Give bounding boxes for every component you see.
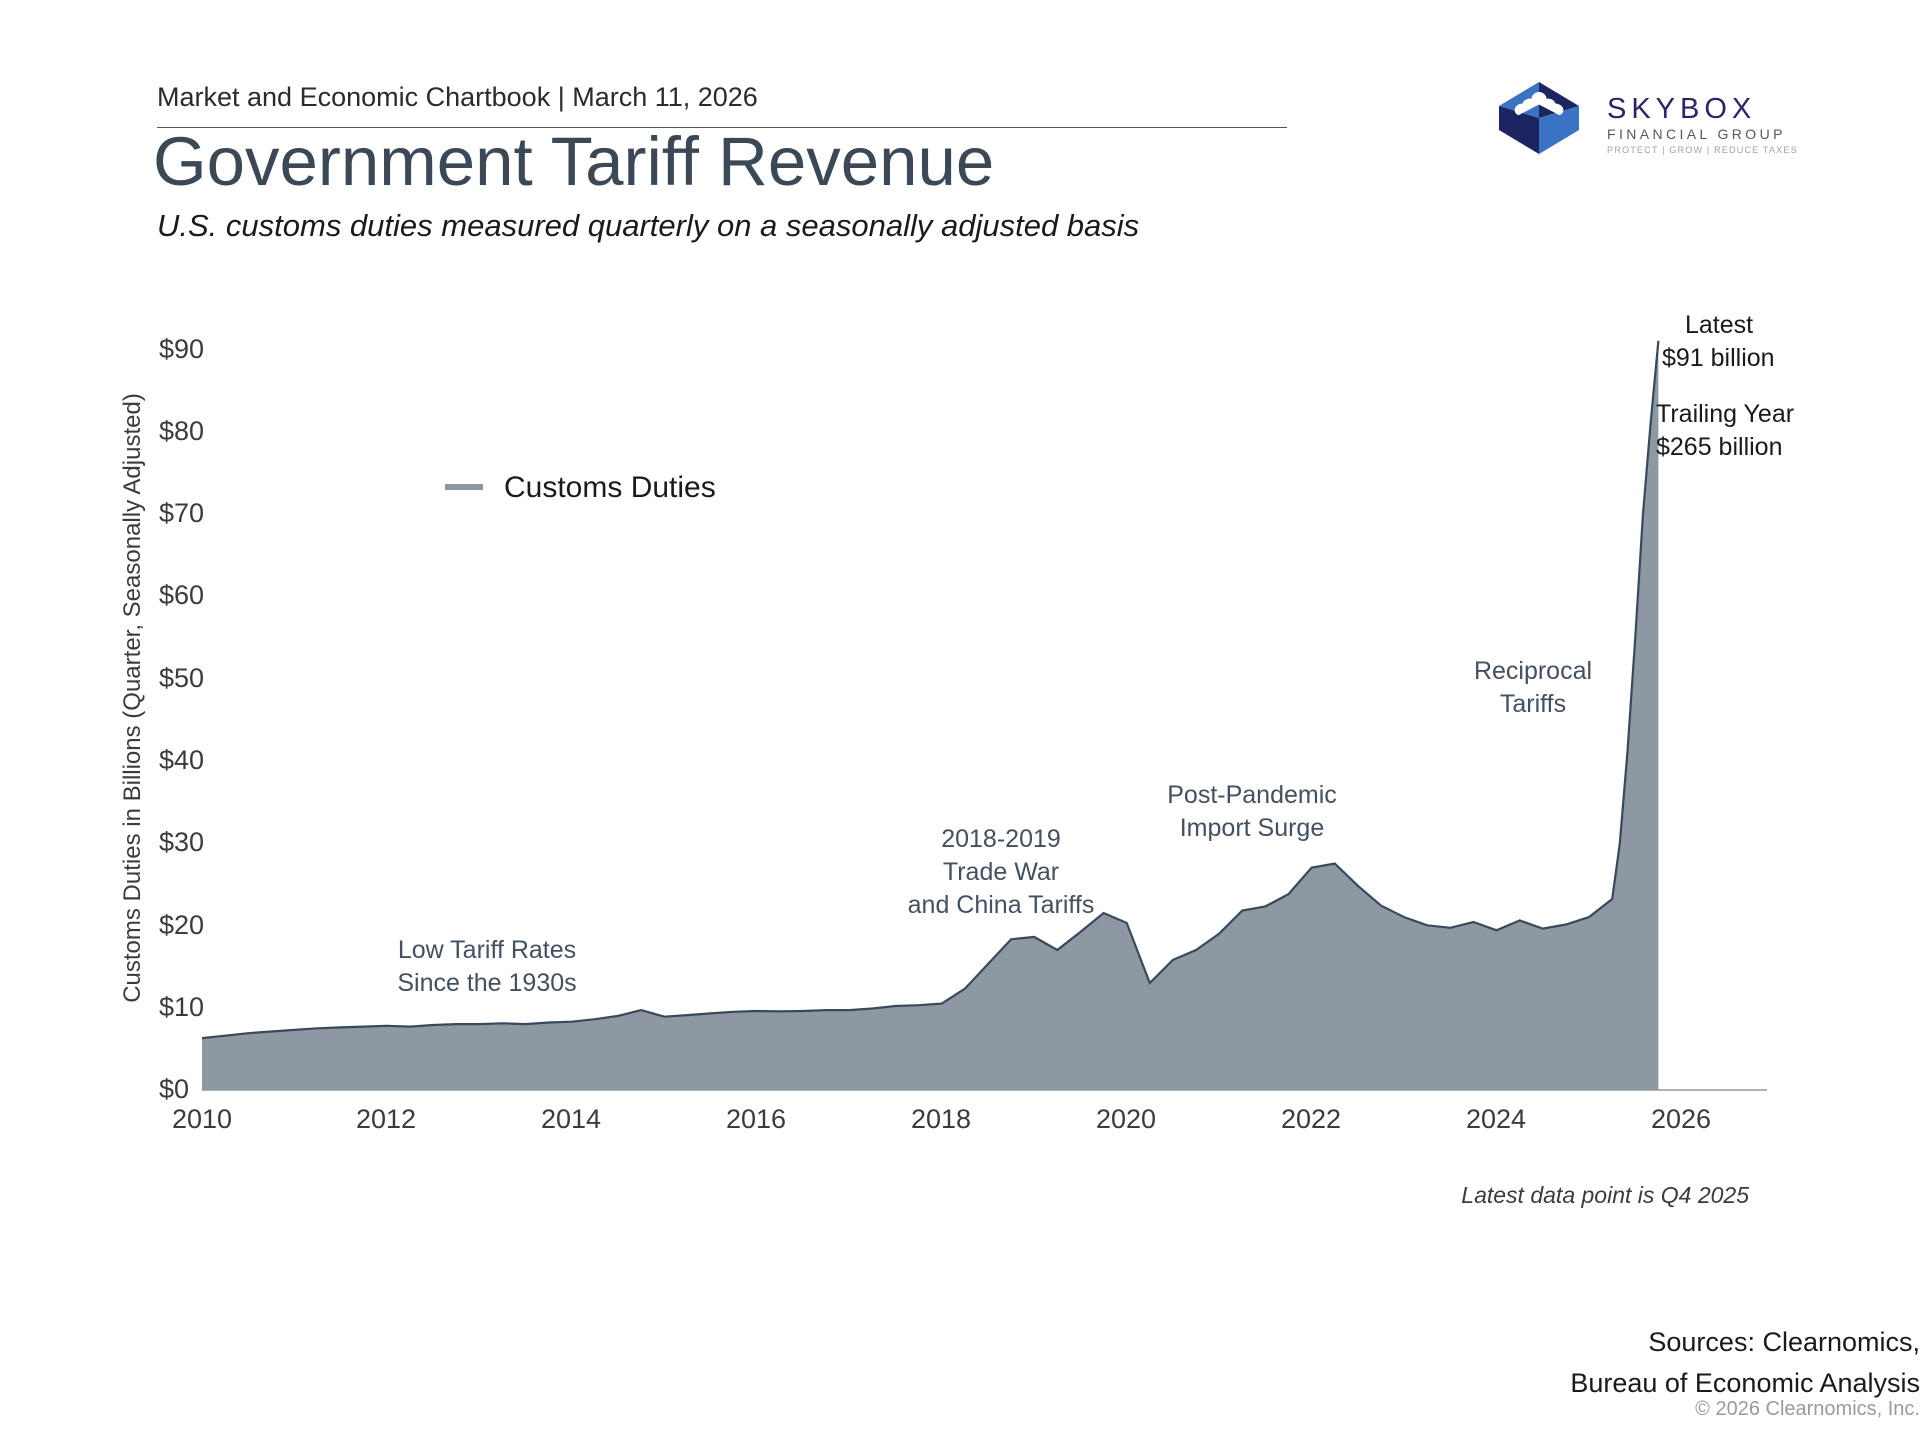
svg-text:2016: 2016 — [726, 1104, 786, 1134]
svg-text:$20: $20 — [159, 910, 204, 940]
svg-text:Reciprocal: Reciprocal — [1474, 657, 1592, 685]
svg-text:$91 billion: $91 billion — [1662, 344, 1775, 372]
svg-text:2022: 2022 — [1281, 1104, 1341, 1134]
svg-text:Latest data point is Q4 2025: Latest data point is Q4 2025 — [1461, 1182, 1749, 1208]
svg-text:2010: 2010 — [172, 1104, 232, 1134]
svg-text:$60: $60 — [159, 580, 204, 610]
svg-text:$0: $0 — [159, 1074, 189, 1104]
svg-text:$30: $30 — [159, 827, 204, 857]
svg-text:Tariffs: Tariffs — [1500, 690, 1566, 718]
svg-text:Since the 1930s: Since the 1930s — [397, 969, 576, 997]
svg-text:$70: $70 — [159, 498, 204, 528]
svg-text:$90: $90 — [159, 334, 204, 364]
svg-text:Trade War: Trade War — [943, 858, 1059, 886]
svg-text:Customs Duties in Billions (Qu: Customs Duties in Billions (Quarter, Sea… — [119, 393, 146, 1003]
svg-text:Trailing Year: Trailing Year — [1656, 400, 1794, 428]
svg-text:Low Tariff Rates: Low Tariff Rates — [398, 936, 576, 964]
svg-text:2026: 2026 — [1651, 1104, 1711, 1134]
svg-text:Post-Pandemic: Post-Pandemic — [1167, 781, 1337, 809]
svg-text:2024: 2024 — [1466, 1104, 1526, 1134]
svg-text:$40: $40 — [159, 745, 204, 775]
svg-text:2020: 2020 — [1096, 1104, 1156, 1134]
svg-text:2018-2019: 2018-2019 — [941, 825, 1061, 853]
svg-text:2012: 2012 — [356, 1104, 416, 1134]
svg-text:2014: 2014 — [541, 1104, 601, 1134]
svg-text:and China Tariffs: and China Tariffs — [908, 891, 1095, 919]
svg-text:Latest: Latest — [1685, 311, 1753, 339]
svg-text:Customs Duties: Customs Duties — [504, 471, 716, 504]
svg-text:$50: $50 — [159, 663, 204, 693]
svg-text:$80: $80 — [159, 416, 204, 446]
svg-text:Import Surge: Import Surge — [1180, 814, 1325, 842]
svg-text:$265 billion: $265 billion — [1656, 433, 1783, 461]
svg-text:$10: $10 — [159, 992, 204, 1022]
svg-text:2018: 2018 — [911, 1104, 971, 1134]
